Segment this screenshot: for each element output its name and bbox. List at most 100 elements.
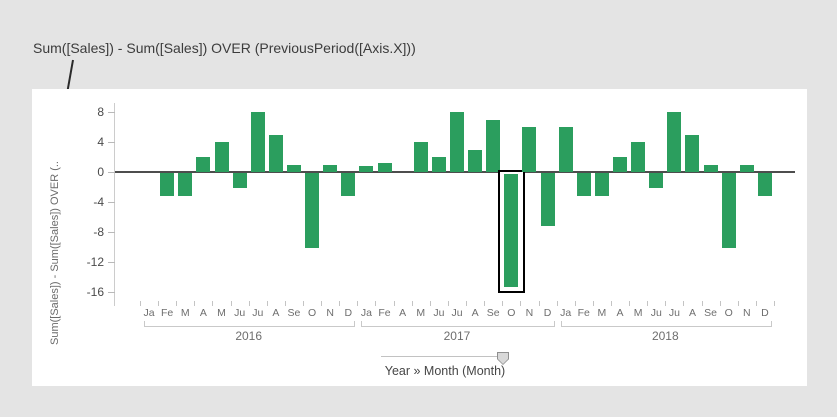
- y-tick-label: -16: [86, 285, 104, 299]
- y-tick-mark: [108, 171, 115, 173]
- y-tick-mark: [108, 291, 115, 293]
- x-month-label: D: [761, 307, 769, 319]
- x-month-label: A: [199, 307, 207, 319]
- x-tick-mark: [683, 301, 685, 306]
- bar[interactable]: [196, 157, 211, 172]
- x-tick-mark: [538, 301, 540, 306]
- x-month-label: Fe: [577, 307, 590, 319]
- y-tick-label: 4: [97, 135, 104, 149]
- hierarchy-slider-track[interactable]: [381, 356, 503, 357]
- hierarchy-slider-handle-face: [498, 353, 508, 364]
- bar[interactable]: [576, 173, 591, 196]
- x-month-label: Ju: [234, 307, 246, 319]
- bar[interactable]: [486, 119, 501, 172]
- x-year-label: 2016: [235, 329, 263, 343]
- x-tick-mark: [321, 301, 323, 306]
- x-month-label: Ju: [451, 307, 463, 319]
- x-tick-mark: [429, 301, 431, 306]
- bar[interactable]: [594, 173, 609, 196]
- bar[interactable]: [431, 157, 446, 172]
- x-tick-mark: [176, 301, 178, 306]
- bar[interactable]: [214, 142, 229, 172]
- x-month-label: A: [399, 307, 407, 319]
- x-tick-mark: [230, 301, 232, 306]
- bar[interactable]: [685, 134, 700, 172]
- x-tick-mark: [466, 301, 468, 306]
- x-tick-mark: [411, 301, 413, 306]
- x-month-label: Fe: [378, 307, 391, 319]
- x-month-label: Ju: [252, 307, 264, 319]
- x-tick-mark: [647, 301, 649, 306]
- bar[interactable]: [160, 173, 175, 196]
- x-tick-mark: [284, 301, 286, 306]
- y-tick-mark: [108, 261, 115, 263]
- x-month-label: Ju: [433, 307, 445, 319]
- x-tick-mark: [194, 301, 196, 306]
- bar[interactable]: [341, 173, 356, 196]
- x-month-label: D: [344, 307, 353, 319]
- y-tick-mark: [108, 111, 115, 113]
- bar[interactable]: [504, 174, 519, 287]
- x-month-label: O: [507, 307, 516, 319]
- x-month-label: Ju: [668, 307, 680, 319]
- x-tick-mark: [665, 301, 667, 306]
- hierarchy-slider-handle[interactable]: [497, 352, 509, 365]
- bar[interactable]: [305, 173, 320, 248]
- x-tick-mark: [592, 301, 594, 306]
- bar[interactable]: [667, 112, 682, 172]
- x-month-label: D: [543, 307, 552, 319]
- x-tick-mark: [574, 301, 576, 306]
- bar[interactable]: [721, 173, 736, 248]
- x-tick-mark: [556, 301, 558, 306]
- x-month-label: Fe: [161, 307, 174, 319]
- bar[interactable]: [268, 134, 283, 172]
- bar[interactable]: [468, 149, 483, 172]
- y-tick-label: 0: [97, 165, 104, 179]
- bar[interactable]: [522, 127, 537, 172]
- bar[interactable]: [613, 157, 628, 172]
- bar[interactable]: [449, 112, 464, 172]
- x-tick-mark: [158, 301, 160, 306]
- bar[interactable]: [286, 164, 301, 172]
- x-month-label: N: [326, 307, 334, 319]
- bar[interactable]: [631, 142, 646, 172]
- x-month-label: M: [180, 307, 190, 319]
- bar[interactable]: [649, 173, 664, 188]
- bar[interactable]: [377, 163, 392, 172]
- y-tick-label: 8: [97, 105, 104, 119]
- bar[interactable]: [250, 112, 265, 172]
- x-tick-mark: [773, 301, 775, 306]
- x-tick-mark: [339, 301, 341, 306]
- bar[interactable]: [178, 173, 193, 196]
- bar[interactable]: [757, 173, 772, 196]
- y-tick-label: -8: [93, 225, 104, 239]
- bar[interactable]: [739, 164, 754, 172]
- hierarchy-slider-label: Year » Month (Month): [384, 364, 506, 378]
- bar[interactable]: [558, 127, 573, 172]
- bar[interactable]: [359, 166, 374, 172]
- x-tick-mark: [610, 301, 612, 306]
- y-tick-mark: [108, 201, 115, 203]
- x-tick-mark: [266, 301, 268, 306]
- year-bracket: [361, 321, 555, 327]
- bar[interactable]: [323, 164, 338, 172]
- x-tick-mark: [629, 301, 631, 306]
- x-tick-mark: [140, 301, 141, 306]
- zero-baseline: [115, 171, 795, 173]
- bar[interactable]: [413, 142, 428, 172]
- bar[interactable]: [232, 173, 247, 188]
- bar[interactable]: [540, 173, 555, 226]
- axis-expression-annotation: Sum([Sales]) - Sum([Sales]) OVER (Previo…: [33, 40, 416, 56]
- x-tick-mark: [701, 301, 703, 306]
- x-month-label: A: [688, 307, 696, 319]
- x-tick-mark: [375, 301, 377, 306]
- y-tick-label: -12: [86, 255, 104, 269]
- x-month-label: Ja: [360, 307, 372, 319]
- x-tick-mark: [755, 301, 757, 306]
- bar[interactable]: [703, 164, 718, 172]
- y-tick-mark: [108, 141, 115, 143]
- x-tick-mark: [719, 301, 721, 306]
- x-tick-mark: [484, 301, 486, 306]
